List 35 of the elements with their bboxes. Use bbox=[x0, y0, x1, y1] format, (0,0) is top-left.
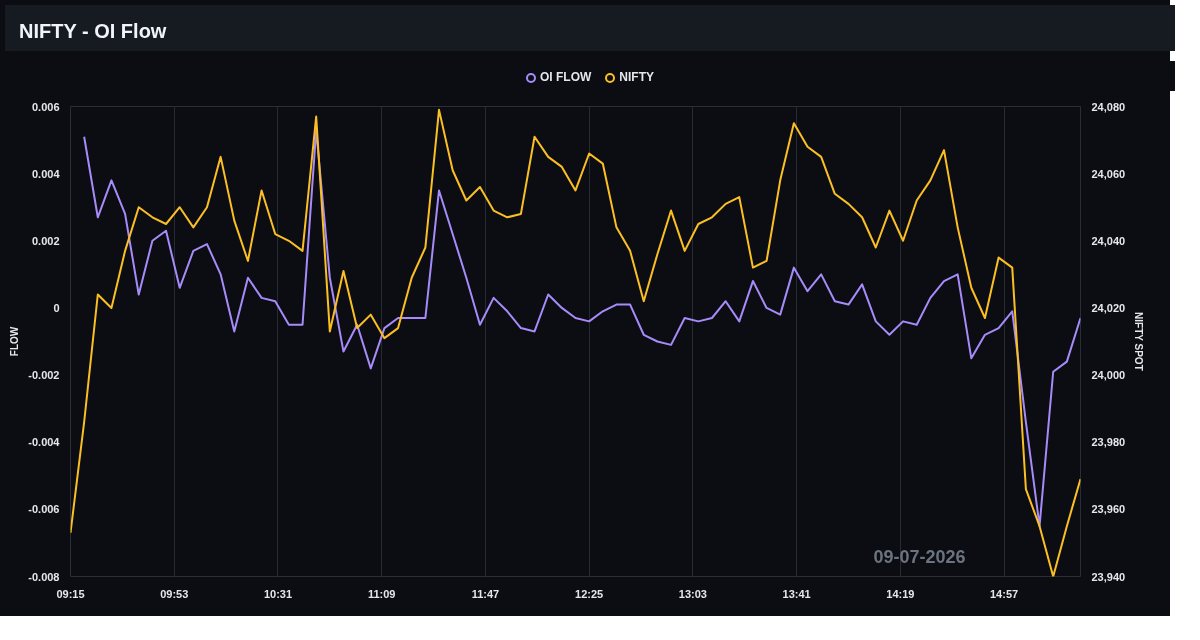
y-tick-label: 0 bbox=[53, 301, 60, 314]
x-tick-label: 13:41 bbox=[782, 587, 811, 600]
y-tick-label: 0.002 bbox=[31, 234, 60, 247]
y2-tick-label: 24,020 bbox=[1091, 301, 1126, 314]
annotation: 09-07-2026 bbox=[873, 546, 966, 567]
legend-label: OI FLOW bbox=[540, 69, 592, 86]
x-tick-label: 11:09 bbox=[367, 587, 396, 600]
x-tick-label: 12:25 bbox=[575, 587, 604, 600]
x-tick-label: 11:47 bbox=[471, 587, 500, 600]
x-tick-label: 10:31 bbox=[263, 587, 293, 600]
y2-tick-label: 23,940 bbox=[1091, 570, 1126, 583]
y-tick-label: -0.008 bbox=[28, 570, 60, 583]
x-tick-label: 09:53 bbox=[160, 587, 189, 600]
y2-tick-label: 24,080 bbox=[1091, 100, 1126, 113]
x-tick-label: 13:03 bbox=[678, 587, 707, 600]
y-tick-label: -0.002 bbox=[28, 369, 60, 382]
y-tick-label: 0.006 bbox=[31, 100, 60, 113]
y-tick-label: -0.004 bbox=[28, 436, 61, 449]
x-tick-label: 14:57 bbox=[990, 587, 1019, 600]
legend-label: NIFTY bbox=[619, 69, 654, 86]
y2-axis-title: NIFTY SPOT bbox=[1133, 312, 1145, 371]
chart-title: NIFTY - OI Flow bbox=[19, 19, 167, 44]
y-tick-label: -0.006 bbox=[28, 503, 60, 516]
legend-item: NIFTY bbox=[605, 69, 654, 87]
legend-item: OI FLOW bbox=[526, 69, 592, 87]
line-series bbox=[70, 108, 1081, 577]
y2-tick-label: 23,980 bbox=[1091, 436, 1126, 449]
y-tick-label: 0.004 bbox=[31, 167, 61, 180]
y-axis-title: FLOW bbox=[9, 326, 21, 357]
x-tick-label: 09:15 bbox=[56, 587, 85, 600]
y2-tick-label: 24,060 bbox=[1091, 167, 1126, 180]
x-tick-label: 14:19 bbox=[886, 587, 915, 600]
y2-tick-label: 24,040 bbox=[1091, 234, 1126, 247]
y2-tick-label: 24,000 bbox=[1091, 369, 1126, 382]
y2-tick-label: 23,960 bbox=[1091, 503, 1126, 516]
